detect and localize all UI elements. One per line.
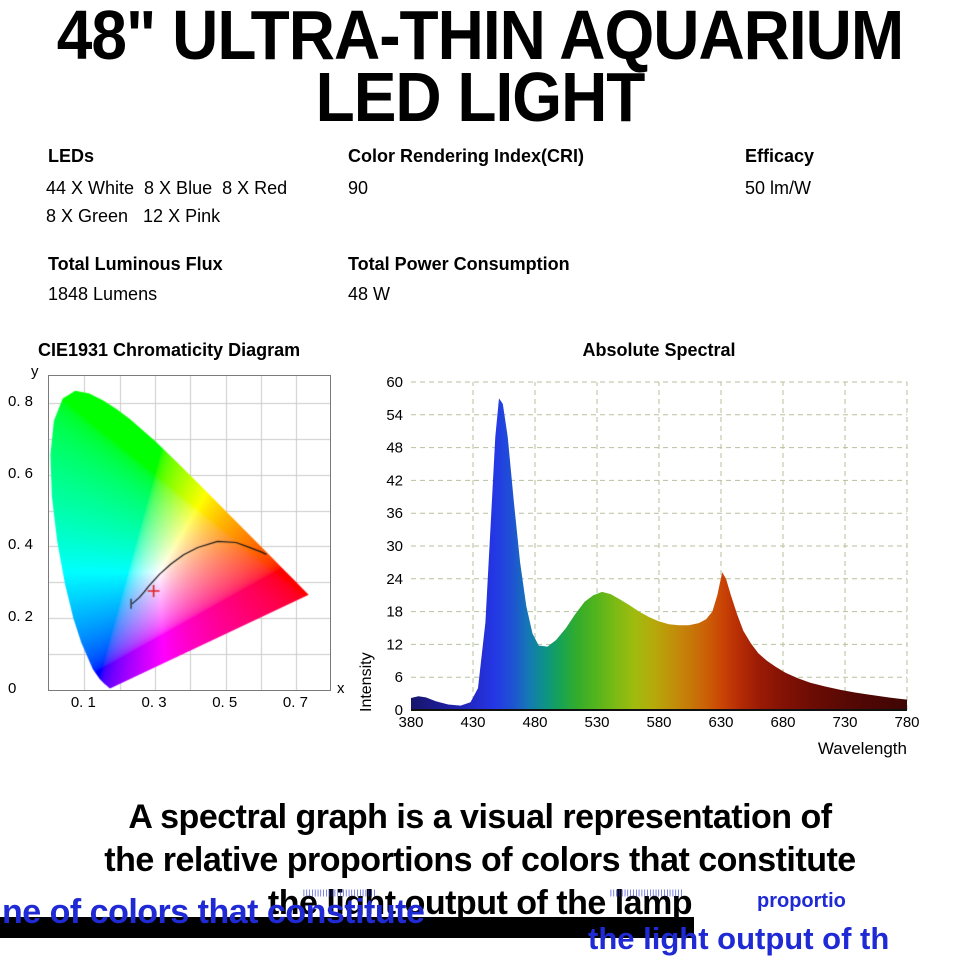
glitch-noise-right: |||||||||||||||||||||||||| (610, 890, 684, 897)
spectral-x-tick-label: 730 (832, 714, 857, 731)
spectral-y-tick-label: 30 (386, 538, 403, 555)
spectral-x-tick-label: 480 (522, 714, 547, 731)
spectral-y-tick-label: 24 (386, 571, 403, 588)
footer-section: A spectral graph is a visual representat… (0, 796, 960, 925)
cie-x-tick-label: 0. 5 (212, 694, 238, 711)
cie-x-tick-label: 0. 1 (70, 694, 96, 711)
spectral-y-tick-label: 42 (386, 472, 403, 489)
spectral-y-tick-label: 0 (395, 702, 403, 719)
cie-y-axis-letter: y (31, 363, 39, 380)
power-label: Total Power Consumption (348, 254, 570, 274)
cie-x-axis-letter: x (337, 680, 345, 697)
footer-text-line3: the light output of the lamp (267, 884, 693, 922)
cri-value: 90 (348, 178, 369, 198)
spectral-y-tick-label: 12 (386, 636, 403, 653)
luminous-flux-label: Total Luminous Flux (48, 254, 223, 274)
spectral-x-tick-label: 430 (460, 714, 485, 731)
cie-y-tick-label: 0. 4 (8, 536, 34, 554)
header: 48" ULTRA-THIN AQUARIUM LED LIGHT (0, 0, 960, 132)
spectral-x-tick-label: 580 (646, 714, 671, 731)
efficacy-value: 50 lm/W (745, 178, 812, 198)
spectral-x-tick-label: 380 (398, 714, 423, 731)
cie-chromaticity-diagram (48, 375, 331, 691)
spectral-chart-title: Absolute Spectral (582, 340, 736, 360)
power-value: 48 W (348, 284, 391, 304)
cie-x-tick-label: 0. 3 (141, 694, 167, 711)
glitch-text-fragment-right: the light output of th (588, 921, 890, 956)
spectral-y-tick-label: 6 (395, 669, 403, 686)
cie-chart-title: CIE1931 Chromaticity Diagram (38, 340, 301, 360)
cie-chromaticity-canvas (49, 376, 330, 690)
spectral-power-area (411, 398, 907, 710)
render-glitch-band (0, 917, 694, 938)
leds-value-line1: 44 X White 8 X Blue 8 X Red (46, 178, 288, 198)
spectral-y-axis-title: Intensity (358, 652, 375, 712)
product-title-line2: LED LIGHT (315, 58, 646, 137)
spectral-y-tick-label: 18 (386, 604, 403, 621)
product-title-line1: 48" ULTRA-THIN AQUARIUM (56, 0, 904, 75)
glitch-text-fragment-left: ne of colors that constitute (2, 893, 425, 931)
leds-label: LEDs (48, 146, 95, 166)
glitch-noise-left: |||||||||||||||||||||||||| (303, 890, 377, 897)
spectral-y-tick-label: 60 (386, 374, 403, 391)
spectral-x-tick-label: 780 (894, 714, 919, 731)
spectral-x-tick-label: 680 (770, 714, 795, 731)
glitch-text-fragment-small: proportio (757, 890, 846, 912)
cie-y-tick-label: 0. 8 (8, 392, 34, 410)
spectral-x-tick-label: 630 (708, 714, 733, 731)
spectral-y-tick-label: 54 (386, 407, 403, 424)
spectral-y-tick-label: 36 (386, 505, 403, 522)
cie-y-tick-label: 0 (8, 680, 17, 697)
cri-label: Color Rendering Index(CRI) (348, 146, 585, 166)
spectral-x-tick-label: 530 (584, 714, 609, 731)
footer-text-line2: the relative proportions of colors that … (104, 841, 856, 879)
spectral-y-tick-label: 48 (386, 440, 403, 457)
cie-y-tick-label: 0. 6 (8, 464, 34, 482)
cie-x-tick-label: 0. 7 (282, 694, 308, 711)
luminous-flux-value: 1848 Lumens (48, 284, 158, 304)
footer-text-line1: A spectral graph is a visual representat… (128, 798, 832, 836)
absolute-spectral-chart: 0 6 12 18 24 30 36 42 48 54 60 380 430 480 530 580 630 68… (358, 374, 920, 758)
cie-y-tick-label: 0. 2 (8, 608, 34, 626)
spectral-x-axis-title: Wavelength (818, 739, 907, 758)
efficacy-label: Efficacy (745, 146, 815, 166)
leds-value-line2: 8 X Green 12 X Pink (46, 206, 221, 226)
